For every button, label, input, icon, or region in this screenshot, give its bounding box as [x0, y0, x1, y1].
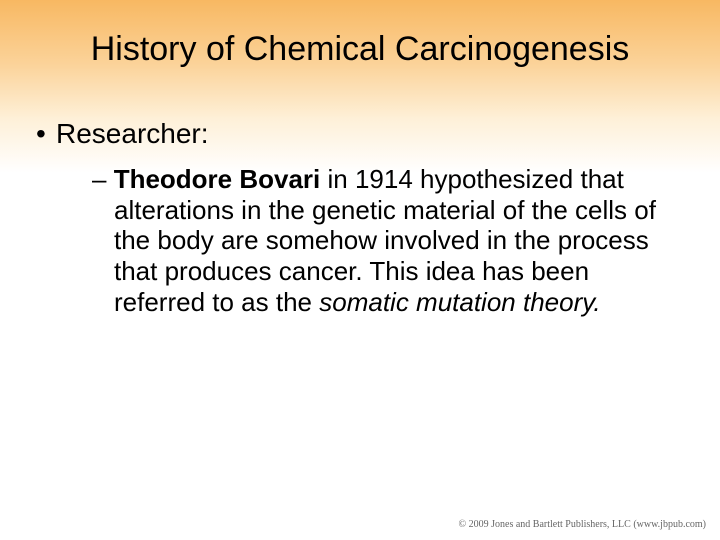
slide-content: •Researcher: – Theodore Bovari in 1914 h… — [36, 118, 680, 317]
dash-icon: – — [92, 164, 114, 194]
researcher-name: Theodore Bovari — [114, 164, 321, 194]
copyright-footer: © 2009 Jones and Bartlett Publishers, LL… — [459, 519, 706, 530]
level1-text: Researcher: — [56, 118, 209, 149]
bullet-dot-icon: • — [36, 118, 56, 150]
theory-term: somatic mutation theory. — [319, 287, 600, 317]
slide: History of Chemical Carcinogenesis •Rese… — [0, 0, 720, 540]
slide-title: History of Chemical Carcinogenesis — [0, 30, 720, 69]
bullet-level1: •Researcher: — [36, 118, 680, 150]
bullet-level2: – Theodore Bovari in 1914 hypothesized t… — [92, 164, 680, 317]
